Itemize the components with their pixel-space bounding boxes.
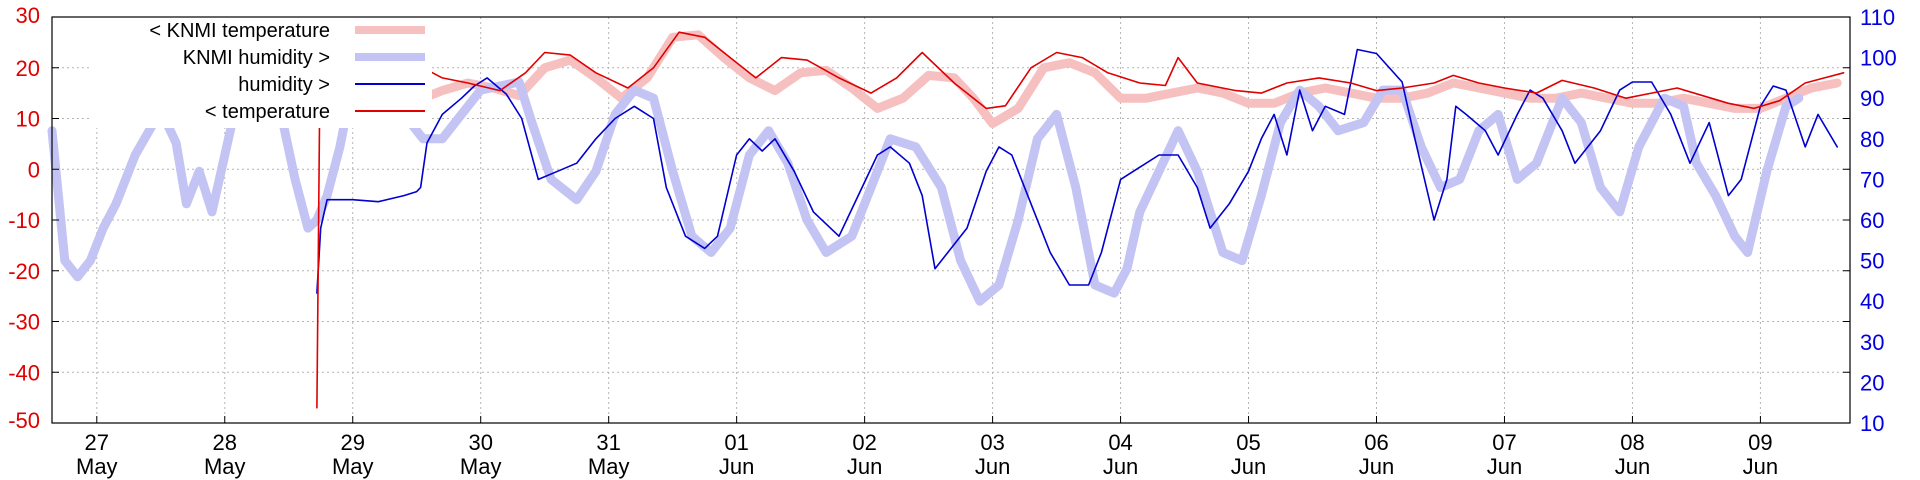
x-tick-label-day: 28	[213, 430, 237, 455]
x-tick-label-month: Jun	[1743, 454, 1778, 479]
x-tick-label-day: 05	[1236, 430, 1260, 455]
y-tick-label: -10	[8, 208, 40, 233]
x-tick-label-month: Jun	[1231, 454, 1266, 479]
tick-layer: 3020100-10-20-30-40-50110100908070605040…	[8, 3, 1897, 479]
y-tick-label: 0	[28, 157, 40, 182]
y2-tick-label: 90	[1860, 86, 1884, 111]
legend-label-temperature: < temperature	[205, 101, 330, 123]
x-tick-label-month: May	[332, 454, 374, 479]
x-tick-label-month: Jun	[1103, 454, 1138, 479]
y-tick-label: 20	[16, 56, 40, 81]
legend-label-knmi-temperature: < KNMI temperature	[149, 20, 330, 42]
x-tick-label-day: 29	[340, 430, 364, 455]
y2-tick-label: 100	[1860, 46, 1897, 71]
legend-label-humidity: humidity >	[238, 74, 330, 96]
x-tick-label-month: May	[76, 454, 118, 479]
y2-tick-label: 80	[1860, 127, 1884, 152]
x-tick-label-day: 09	[1748, 430, 1772, 455]
y2-tick-label: 50	[1860, 249, 1884, 274]
y2-tick-label: 70	[1860, 167, 1884, 192]
x-tick-label-day: 06	[1364, 430, 1388, 455]
x-tick-label-month: Jun	[719, 454, 754, 479]
x-tick-label-month: Jun	[1615, 454, 1650, 479]
x-tick-label-month: Jun	[975, 454, 1010, 479]
y-tick-label: -50	[8, 408, 40, 433]
x-tick-label-day: 08	[1620, 430, 1644, 455]
x-tick-label-day: 27	[85, 430, 109, 455]
series-line-humidity	[316, 48, 1838, 294]
x-tick-label-month: May	[204, 454, 246, 479]
y-tick-label: -20	[8, 259, 40, 284]
y2-tick-label: 10	[1860, 411, 1884, 436]
x-tick-label-day: 30	[468, 430, 492, 455]
series-line-knmi-humidity	[47, 65, 1804, 306]
legend-background	[92, 16, 432, 128]
x-tick-label-month: May	[588, 454, 630, 479]
x-tick-label-day: 03	[980, 430, 1004, 455]
x-tick-label-month: Jun	[847, 454, 882, 479]
y-tick-label: 10	[16, 107, 40, 132]
x-tick-label-day: 31	[596, 430, 620, 455]
y2-tick-label: 30	[1860, 330, 1884, 355]
x-tick-label-day: 01	[724, 430, 748, 455]
legend: < KNMI temperature KNMI humidity > humidit…	[149, 20, 425, 123]
y-tick-label: 30	[16, 3, 40, 28]
series-layer	[47, 30, 1845, 409]
y2-tick-label: 60	[1860, 208, 1884, 233]
y2-tick-label: 40	[1860, 289, 1884, 314]
series-line-temperature	[316, 31, 1845, 409]
x-tick-label-month: May	[460, 454, 502, 479]
y2-tick-label: 20	[1860, 370, 1884, 395]
x-tick-label-month: Jun	[1487, 454, 1522, 479]
legend-label-knmi-humidity: KNMI humidity >	[183, 47, 330, 69]
y-tick-label: -40	[8, 360, 40, 385]
x-tick-label-day: 04	[1108, 430, 1132, 455]
y2-tick-label: 110	[1860, 5, 1895, 30]
x-tick-label-month: Jun	[1359, 454, 1394, 479]
x-tick-label-day: 02	[852, 430, 876, 455]
x-tick-label-day: 07	[1492, 430, 1516, 455]
y-tick-label: -30	[8, 310, 40, 335]
